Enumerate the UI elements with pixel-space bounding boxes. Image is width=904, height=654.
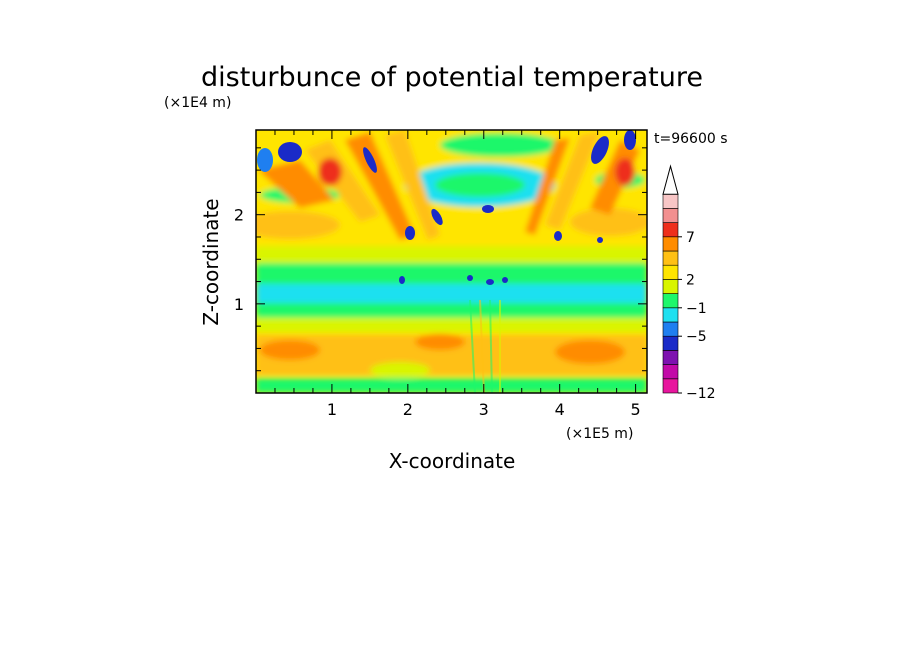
colorbar-swatch [662, 378, 679, 394]
colorbar-label: −1 [686, 301, 707, 317]
x-tick-labels: 1 2 3 4 5 [327, 400, 641, 419]
colorbar-swatch [662, 222, 679, 238]
colorbar-swatch [662, 364, 679, 380]
colorbar-swatch [662, 264, 679, 280]
y-tick-label: 2 [234, 206, 244, 225]
colorbar-extend-arrow [662, 164, 679, 195]
colorbar-swatch [662, 321, 679, 337]
time-label: t=96600 s [654, 131, 728, 147]
chart-title: disturbunce of potential temperature [201, 62, 703, 93]
colorbar-swatch [662, 250, 679, 266]
x-scale-label: (×1E5 m) [566, 426, 633, 442]
x-tick-label: 2 [403, 400, 413, 419]
colorbar-swatch [662, 307, 679, 323]
colorbar-label: −5 [686, 329, 707, 345]
colorbar-swatch [662, 208, 679, 223]
colorbar-swatch [662, 193, 679, 209]
y-ticks [256, 147, 647, 372]
y-tick-label: 1 [234, 295, 244, 314]
colorbar-swatch [662, 279, 679, 294]
y-scale-label: (×1E4 m) [164, 95, 231, 111]
heatmap-field [256, 130, 647, 393]
colorbar-label: 2 [686, 272, 695, 288]
x-axis-label: X-coordinate [389, 449, 516, 473]
colorbar-swatch [662, 335, 679, 351]
x-tick-label: 1 [327, 400, 337, 419]
x-tick-label: 4 [555, 400, 565, 419]
x-tick-label: 3 [479, 400, 489, 419]
colorbar-swatch [662, 236, 679, 252]
colorbar-labels: −12−5−127 [678, 230, 716, 402]
colorbar-label: 7 [686, 230, 695, 246]
colorbar-swatch [662, 350, 679, 365]
x-ticks [274, 130, 637, 393]
x-tick-label: 5 [631, 400, 641, 419]
plot-frame [255, 129, 648, 394]
y-tick-labels: 12 [234, 206, 244, 314]
colorbar-swatch [662, 293, 679, 309]
colorbar [662, 164, 679, 394]
colorbar-label: −12 [686, 386, 716, 402]
y-axis-label: Z-coordinate [199, 198, 223, 325]
